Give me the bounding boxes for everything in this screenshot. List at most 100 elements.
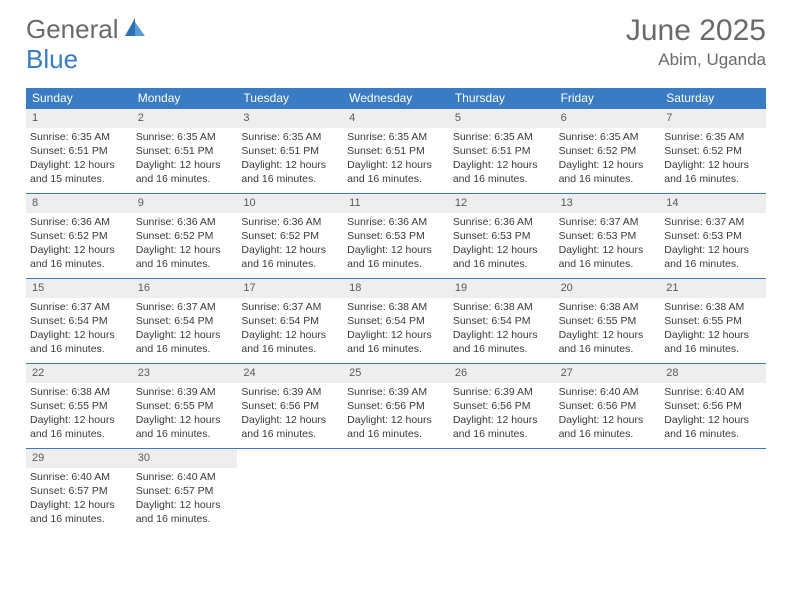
logo-text-blue: Blue <box>26 44 78 75</box>
sunrise-line: Sunrise: 6:35 AM <box>453 130 551 144</box>
sunrise-line: Sunrise: 6:36 AM <box>453 215 551 229</box>
sunrise-line: Sunrise: 6:38 AM <box>30 385 128 399</box>
sunrise-line: Sunrise: 6:35 AM <box>241 130 339 144</box>
day-cell: 5Sunrise: 6:35 AMSunset: 6:51 PMDaylight… <box>449 109 555 193</box>
daylight-line: Daylight: 12 hours and 16 minutes. <box>241 158 339 186</box>
sunset-line: Sunset: 6:52 PM <box>241 229 339 243</box>
day-cell: 17Sunrise: 6:37 AMSunset: 6:54 PMDayligh… <box>237 279 343 363</box>
calendar: SundayMondayTuesdayWednesdayThursdayFrid… <box>26 88 766 533</box>
dow-cell: Monday <box>132 88 238 108</box>
daylight-line: Daylight: 12 hours and 16 minutes. <box>241 413 339 441</box>
daylight-line: Daylight: 12 hours and 16 minutes. <box>347 328 445 356</box>
sunset-line: Sunset: 6:53 PM <box>347 229 445 243</box>
day-number: 5 <box>449 109 555 128</box>
day-number: 9 <box>132 194 238 213</box>
sunrise-line: Sunrise: 6:37 AM <box>664 215 762 229</box>
daylight-line: Daylight: 12 hours and 16 minutes. <box>559 243 657 271</box>
day-cell: 6Sunrise: 6:35 AMSunset: 6:52 PMDaylight… <box>555 109 661 193</box>
dow-cell: Saturday <box>660 88 766 108</box>
day-cell: 18 Sunrise: 6:38 AMSunset: 6:54 PMDayligh… <box>343 279 449 363</box>
week-row: 1Sunrise: 6:35 AMSunset: 6:51 PMDaylight… <box>26 108 766 193</box>
daylight-line: Daylight: 12 hours and 16 minutes. <box>347 243 445 271</box>
day-number: 24 <box>237 364 343 383</box>
sunrise-line: Sunrise: 6:36 AM <box>136 215 234 229</box>
day-cell: 1Sunrise: 6:35 AMSunset: 6:51 PMDaylight… <box>26 109 132 193</box>
day-cell: 20Sunrise: 6:38 AMSunset: 6:55 PMDayligh… <box>555 279 661 363</box>
sunrise-line: Sunrise: 6:40 AM <box>30 470 128 484</box>
weeks-container: 1Sunrise: 6:35 AMSunset: 6:51 PMDaylight… <box>26 108 766 533</box>
daylight-line: Daylight: 12 hours and 16 minutes. <box>453 243 551 271</box>
sunset-line: Sunset: 6:54 PM <box>136 314 234 328</box>
sunrise-line: Sunrise: 6:35 AM <box>664 130 762 144</box>
daylight-line: Daylight: 12 hours and 16 minutes. <box>30 328 128 356</box>
week-row: 15Sunrise: 6:37 AMSunset: 6:54 PMDayligh… <box>26 278 766 363</box>
dow-cell: Thursday <box>449 88 555 108</box>
sunrise-line: Sunrise: 6:38 AM <box>347 300 445 314</box>
sunset-line: Sunset: 6:57 PM <box>136 484 234 498</box>
daylight-line: Daylight: 12 hours and 16 minutes. <box>136 158 234 186</box>
daylight-line: Daylight: 12 hours and 16 minutes. <box>347 158 445 186</box>
sunrise-line: Sunrise: 6:38 AM <box>664 300 762 314</box>
logo-sail-icon <box>123 14 147 45</box>
sunrise-line: Sunrise: 6:38 AM <box>453 300 551 314</box>
day-cell: 16Sunrise: 6:37 AMSunset: 6:54 PMDayligh… <box>132 279 238 363</box>
day-number: 7 <box>660 109 766 128</box>
sunrise-line: Sunrise: 6:39 AM <box>347 385 445 399</box>
dow-row: SundayMondayTuesdayWednesdayThursdayFrid… <box>26 88 766 108</box>
day-cell: 8Sunrise: 6:36 AMSunset: 6:52 PMDaylight… <box>26 194 132 278</box>
day-number: 15 <box>26 279 132 298</box>
day-number: 21 <box>660 279 766 298</box>
daylight-line: Daylight: 12 hours and 16 minutes. <box>136 498 234 526</box>
day-cell: 11Sunrise: 6:36 AMSunset: 6:53 PMDayligh… <box>343 194 449 278</box>
day-number: 3 <box>237 109 343 128</box>
day-number: 26 <box>449 364 555 383</box>
empty-cell <box>237 449 343 533</box>
sunset-line: Sunset: 6:54 PM <box>241 314 339 328</box>
daylight-line: Daylight: 12 hours and 16 minutes. <box>453 158 551 186</box>
day-cell: 28Sunrise: 6:40 AMSunset: 6:56 PMDayligh… <box>660 364 766 448</box>
day-cell: 30Sunrise: 6:40 AMSunset: 6:57 PMDayligh… <box>132 449 238 533</box>
day-cell: 4Sunrise: 6:35 AMSunset: 6:51 PMDaylight… <box>343 109 449 193</box>
daylight-line: Daylight: 12 hours and 16 minutes. <box>136 328 234 356</box>
sunrise-line: Sunrise: 6:39 AM <box>241 385 339 399</box>
month-title: June 2025 <box>626 14 766 48</box>
sunset-line: Sunset: 6:51 PM <box>30 144 128 158</box>
day-number: 19 <box>449 279 555 298</box>
day-cell: 24 Sunrise: 6:39 AMSunset: 6:56 PMDayligh… <box>237 364 343 448</box>
day-cell: 23Sunrise: 6:39 AMSunset: 6:55 PMDayligh… <box>132 364 238 448</box>
daylight-line: Daylight: 12 hours and 16 minutes. <box>30 413 128 441</box>
day-cell: 21Sunrise: 6:38 AMSunset: 6:55 PMDayligh… <box>660 279 766 363</box>
daylight-line: Daylight: 12 hours and 16 minutes. <box>241 328 339 356</box>
sunrise-line: Sunrise: 6:39 AM <box>453 385 551 399</box>
daylight-line: Daylight: 12 hours and 16 minutes. <box>664 243 762 271</box>
empty-cell <box>449 449 555 533</box>
day-cell: 10Sunrise: 6:36 AMSunset: 6:52 PMDayligh… <box>237 194 343 278</box>
week-row: 22Sunrise: 6:38 AMSunset: 6:55 PMDayligh… <box>26 363 766 448</box>
day-number: 8 <box>26 194 132 213</box>
sunset-line: Sunset: 6:54 PM <box>347 314 445 328</box>
sunset-line: Sunset: 6:57 PM <box>30 484 128 498</box>
day-number: 6 <box>555 109 661 128</box>
sunrise-line: Sunrise: 6:35 AM <box>136 130 234 144</box>
sunset-line: Sunset: 6:51 PM <box>136 144 234 158</box>
daylight-line: Daylight: 12 hours and 16 minutes. <box>453 328 551 356</box>
sunrise-line: Sunrise: 6:35 AM <box>30 130 128 144</box>
sunrise-line: Sunrise: 6:37 AM <box>241 300 339 314</box>
dow-cell: Sunday <box>26 88 132 108</box>
daylight-line: Daylight: 12 hours and 16 minutes. <box>30 498 128 526</box>
sunset-line: Sunset: 6:56 PM <box>241 399 339 413</box>
header: General June 2025 Abim, Uganda <box>0 0 792 78</box>
day-cell: 12Sunrise: 6:36 AMSunset: 6:53 PMDayligh… <box>449 194 555 278</box>
day-number: 22 <box>26 364 132 383</box>
sunrise-line: Sunrise: 6:40 AM <box>664 385 762 399</box>
sunset-line: Sunset: 6:54 PM <box>453 314 551 328</box>
day-cell: 26Sunrise: 6:39 AMSunset: 6:56 PMDayligh… <box>449 364 555 448</box>
sunset-line: Sunset: 6:53 PM <box>453 229 551 243</box>
daylight-line: Daylight: 12 hours and 16 minutes. <box>347 413 445 441</box>
logo: General <box>26 14 149 45</box>
sunrise-line: Sunrise: 6:37 AM <box>30 300 128 314</box>
day-cell: 22Sunrise: 6:38 AMSunset: 6:55 PMDayligh… <box>26 364 132 448</box>
day-cell: 14Sunrise: 6:37 AMSunset: 6:53 PMDayligh… <box>660 194 766 278</box>
day-number: 18 <box>343 279 449 298</box>
day-number: 14 <box>660 194 766 213</box>
